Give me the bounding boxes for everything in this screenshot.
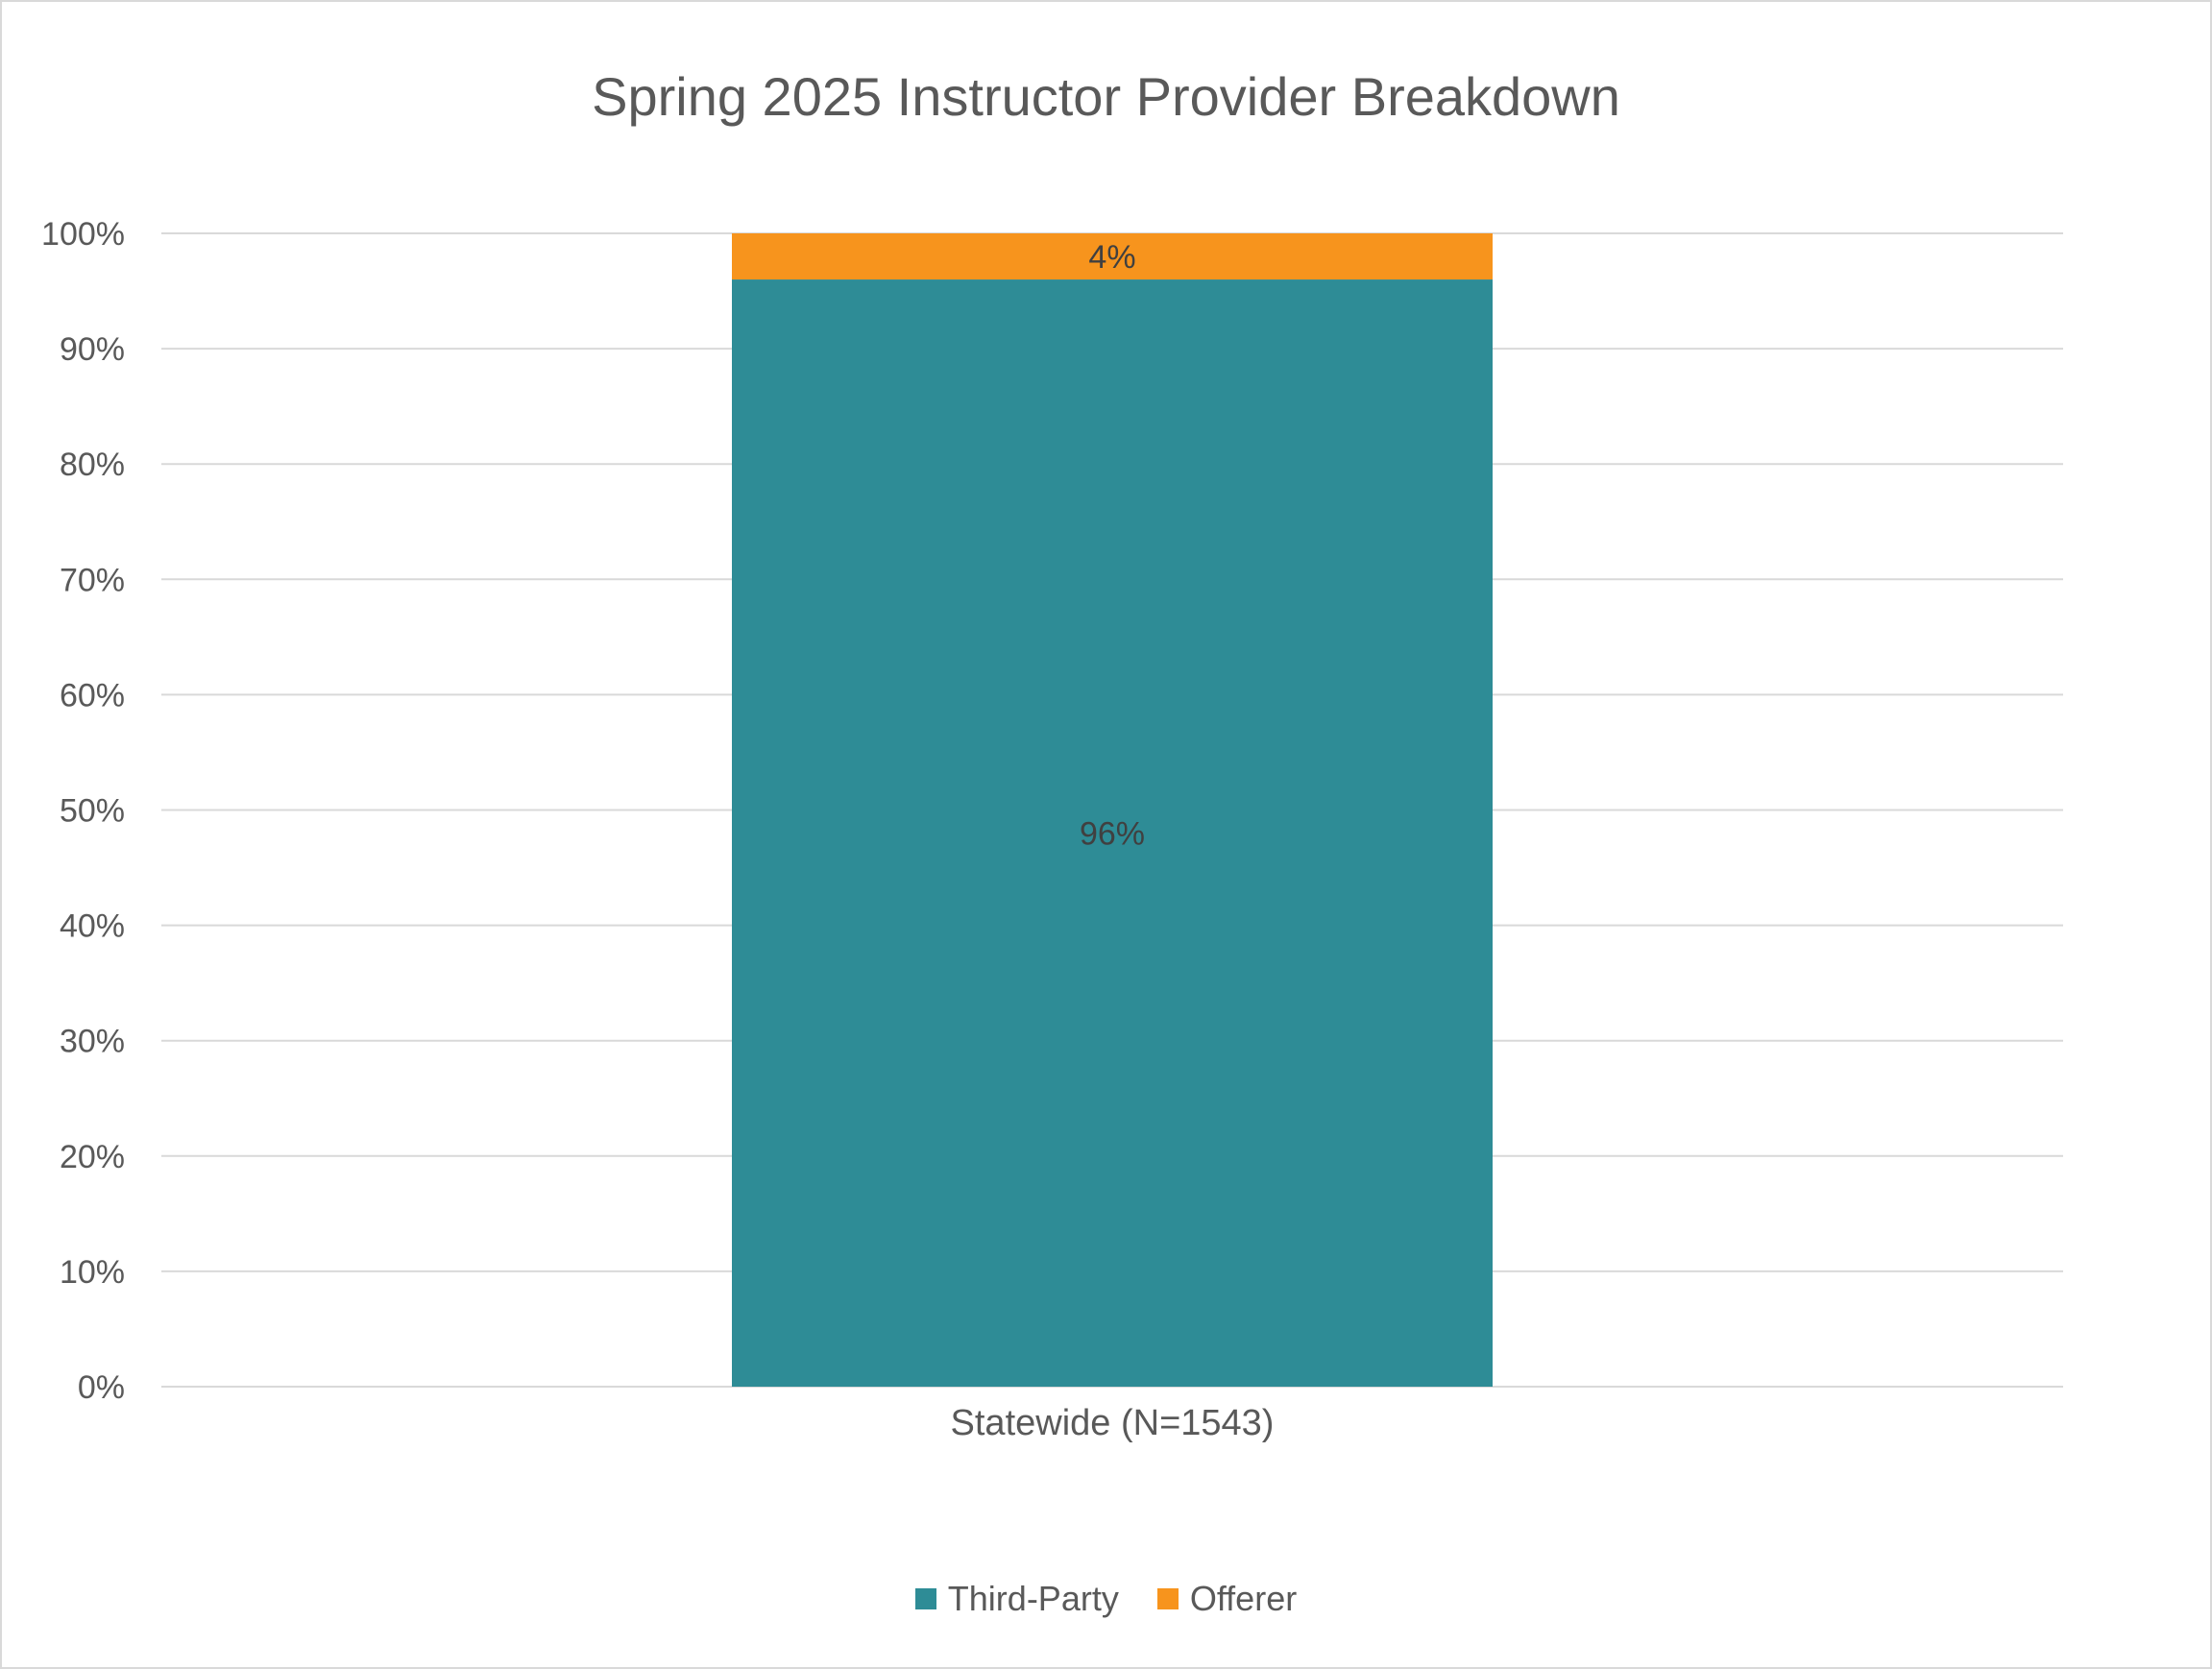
legend-swatch-offerer bbox=[1156, 1588, 1179, 1609]
y-tick-label: 40% bbox=[60, 908, 125, 945]
y-tick-label: 100% bbox=[41, 216, 125, 253]
y-tick-label: 70% bbox=[60, 562, 125, 598]
y-tick-label: 30% bbox=[60, 1024, 125, 1060]
x-category-label: Statewide (N=1543) bbox=[951, 1403, 1275, 1443]
data-labels: 96% 4% bbox=[1080, 239, 1145, 853]
legend-label-offerer: Offerer bbox=[1189, 1579, 1298, 1618]
y-tick-label: 50% bbox=[60, 793, 125, 830]
y-tick-label: 10% bbox=[60, 1254, 125, 1291]
legend: Third-Party Offerer bbox=[0, 1579, 2212, 1619]
y-tick-label: 60% bbox=[60, 677, 125, 714]
bars bbox=[732, 233, 1493, 1387]
y-axis-tick-labels: 0% 10% 20% 30% 40% 50% 60% 70% 80% 90% 100% bbox=[41, 216, 125, 1406]
data-label-offerer: 4% bbox=[1088, 239, 1135, 276]
x-axis-category-labels: Statewide (N=1543) bbox=[951, 1403, 1275, 1443]
legend-label-third-party: Third-Party bbox=[947, 1579, 1119, 1618]
legend-item-offerer: Offerer bbox=[1156, 1579, 1298, 1619]
y-tick-label: 90% bbox=[60, 331, 125, 368]
chart-title: Spring 2025 Instructor Provider Breakdow… bbox=[592, 66, 1620, 127]
y-tick-label: 80% bbox=[60, 447, 125, 483]
bar-segment-third-party bbox=[732, 279, 1493, 1387]
y-tick-label: 0% bbox=[78, 1369, 125, 1406]
bar-segment-offerer bbox=[732, 233, 1493, 280]
y-tick-label: 20% bbox=[60, 1139, 125, 1175]
legend-item-third-party: Third-Party bbox=[914, 1579, 1119, 1619]
data-label-third-party: 96% bbox=[1080, 816, 1145, 853]
legend-swatch-third-party bbox=[914, 1588, 936, 1609]
